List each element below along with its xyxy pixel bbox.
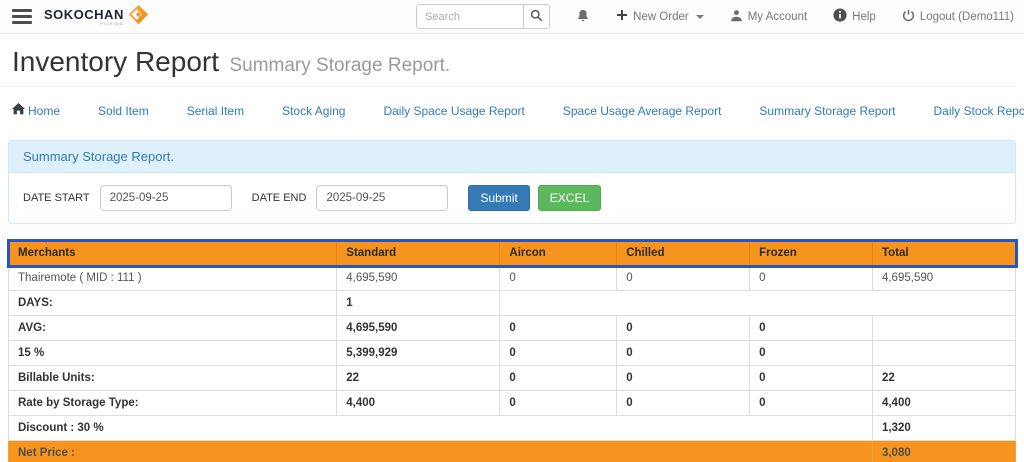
info-icon [833,8,847,25]
help-button[interactable]: Help [833,8,876,25]
col-header-total: Total [871,240,1017,266]
col-header-chilled: Chilled [616,240,751,266]
new-order-button[interactable]: New Order [616,9,704,24]
top-navbar: SOKOCHAN PICKING [0,0,1024,34]
page-header: Inventory Report Summary Storage Report. [0,34,1016,87]
report-nav: Home Sold Item Serial Item Stock Aging D… [0,93,1024,132]
page-subtitle: Summary Storage Report. [229,55,451,76]
table-header-row: Merchants Standard Aircon Chilled Frozen… [6,238,1018,268]
hamburger-menu-icon[interactable] [12,9,32,24]
table-row-rate-by-storage-type: Rate by Storage Type: 4,400 0 0 0 4,400 [7,390,1017,416]
notifications-button[interactable] [576,8,590,26]
table-row-merchant: Thairemote ( MID : 111 ) 4,695,590 0 0 0… [7,265,1017,291]
my-account-label: My Account [747,10,808,23]
help-label: Help [852,10,876,23]
col-header-aircon: Aircon [499,240,618,266]
brand-name: SOKOCHAN [44,6,124,22]
table-row-net-price: Net Price : 3,080 [8,440,1017,462]
nav-link-stock-aging[interactable]: Stock Aging [282,103,346,118]
plus-icon [616,9,628,24]
chevron-down-icon [695,14,704,19]
table-row-discount: Discount : 30 % 1,320 [8,415,1017,441]
search-box [416,4,551,29]
new-order-label: New Order [633,10,689,23]
logout-button[interactable]: Logout (Demo111) [902,9,1014,25]
date-end-label: DATE END [251,192,307,204]
col-header-standard: Standard [336,240,501,266]
table-row-avg: AVG: 4,695,590 0 0 0 [7,315,1017,341]
table-row-15pct: 15 % 5,399,929 0 0 0 [7,340,1017,366]
logout-label: Logout (Demo111) [919,10,1014,23]
nav-link-daily-stock-report[interactable]: Daily Stock Report [933,103,1024,118]
bell-icon [576,8,590,26]
col-header-frozen: Frozen [749,240,873,266]
nav-link-summary-storage-report[interactable]: Summary Storage Report [759,103,896,118]
nav-link-home[interactable]: Home [12,103,60,118]
home-icon [12,103,25,118]
date-start-input[interactable] [99,185,232,211]
power-icon [902,9,915,25]
col-header-merchants: Merchants [7,240,338,266]
brand-tagline: PICKING [100,20,124,26]
brand-logo[interactable]: SOKOCHAN PICKING [44,4,149,30]
nav-link-space-usage-average-report[interactable]: Space Usage Average Report [562,103,722,118]
excel-button[interactable]: EXCEL [537,185,602,211]
my-account-button[interactable]: My Account [730,9,807,25]
filter-form: DATE START DATE END Submit EXCEL [9,173,1015,223]
search-button[interactable] [523,5,550,28]
filter-panel: Summary Storage Report. DATE START DATE … [8,140,1016,224]
search-input[interactable] [417,5,524,28]
date-end-input[interactable] [316,185,449,211]
date-start-label: DATE START [23,192,90,204]
search-icon [530,9,543,25]
user-icon [730,9,743,25]
summary-storage-table: Merchants Standard Aircon Chilled Frozen… [6,238,1018,462]
filter-panel-title: Summary Storage Report. [9,141,1015,173]
diamond-logo-icon [128,4,149,30]
nav-link-sold-item[interactable]: Sold Item [98,103,149,118]
submit-button[interactable]: Submit [468,185,530,211]
nav-link-serial-item[interactable]: Serial Item [186,103,245,118]
table-row-billable-units: Billable Units: 22 0 0 0 22 [7,365,1017,391]
page-title: Inventory Report [12,46,219,77]
table-row-days: DAYS: 1 [7,290,1016,316]
nav-link-daily-space-usage-report[interactable]: Daily Space Usage Report [383,103,525,118]
